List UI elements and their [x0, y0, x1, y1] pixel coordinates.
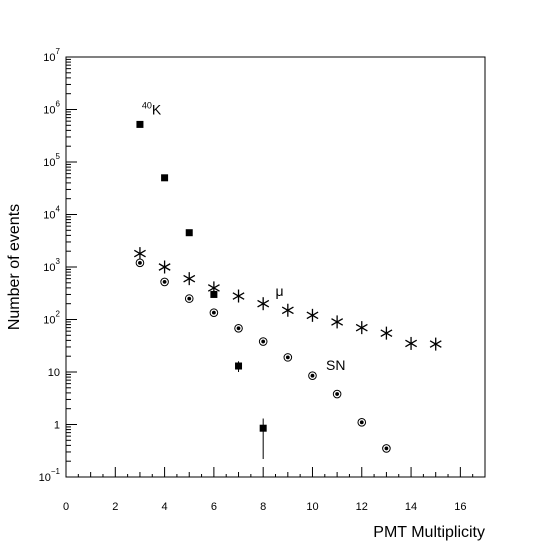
data-point	[257, 297, 270, 311]
data-point	[357, 418, 367, 427]
data-point	[382, 444, 391, 453]
data-point	[332, 389, 342, 399]
x-tick-label: 10	[306, 501, 318, 513]
data-point	[158, 260, 171, 274]
series-label: 40K	[142, 101, 162, 118]
y-axis-label: Number of events	[6, 204, 23, 330]
x-tick-label: 8	[260, 501, 266, 513]
x-tick-label: 2	[112, 501, 118, 513]
data-point	[136, 120, 144, 128]
y-tick-label: 103	[43, 257, 60, 274]
data-series	[133, 120, 442, 460]
y-tick-label: 106	[43, 100, 60, 117]
data-point	[331, 315, 344, 329]
x-axis-ticks: 0 2 4 6 8 10 12 14 16	[63, 467, 486, 513]
data-point	[429, 337, 442, 351]
series-label: μ	[276, 283, 284, 299]
y-tick-label: 10−1	[39, 467, 61, 484]
data-point	[207, 281, 220, 295]
plot-frame	[65, 56, 486, 478]
y-tick-label: 102	[43, 310, 60, 327]
data-point	[281, 303, 294, 317]
data-point	[160, 277, 169, 287]
y-tick-label: 105	[43, 152, 60, 169]
series-circle-dot	[135, 258, 391, 453]
series-square	[136, 120, 267, 460]
data-point	[185, 229, 193, 237]
data-point	[258, 337, 268, 346]
x-axis-label: PMT Multiplicity	[373, 524, 485, 541]
series-star	[133, 247, 442, 351]
data-point	[308, 371, 317, 381]
series-label: SN	[326, 357, 345, 373]
y-axis-ticks: 10−1 1 10 102 103 104 105 106 107	[39, 47, 77, 484]
x-tick-label: 0	[63, 501, 69, 513]
x-tick-label: 12	[356, 501, 368, 513]
data-point	[135, 258, 145, 268]
data-point	[183, 272, 196, 286]
x-tick-label: 14	[405, 501, 417, 513]
y-tick-label: 1	[54, 420, 60, 432]
data-point	[306, 308, 319, 322]
data-point	[184, 294, 194, 303]
data-point	[161, 174, 169, 182]
data-point	[234, 323, 243, 333]
data-point	[235, 362, 243, 370]
data-point	[380, 326, 393, 340]
data-point	[283, 353, 293, 362]
data-point	[232, 289, 245, 303]
y-tick-label: 104	[43, 205, 60, 222]
x-tick-label: 16	[454, 501, 466, 513]
data-point	[209, 308, 219, 317]
annotations: 40K μ SN	[142, 101, 346, 373]
data-point	[133, 247, 146, 261]
x-tick-label: 4	[162, 501, 168, 513]
data-point	[210, 290, 218, 298]
x-tick-label: 6	[211, 501, 217, 513]
data-point	[405, 336, 418, 350]
y-tick-label: 10	[48, 367, 60, 379]
y-tick-label: 107	[43, 47, 60, 64]
data-point	[355, 321, 368, 335]
data-point	[259, 424, 267, 432]
